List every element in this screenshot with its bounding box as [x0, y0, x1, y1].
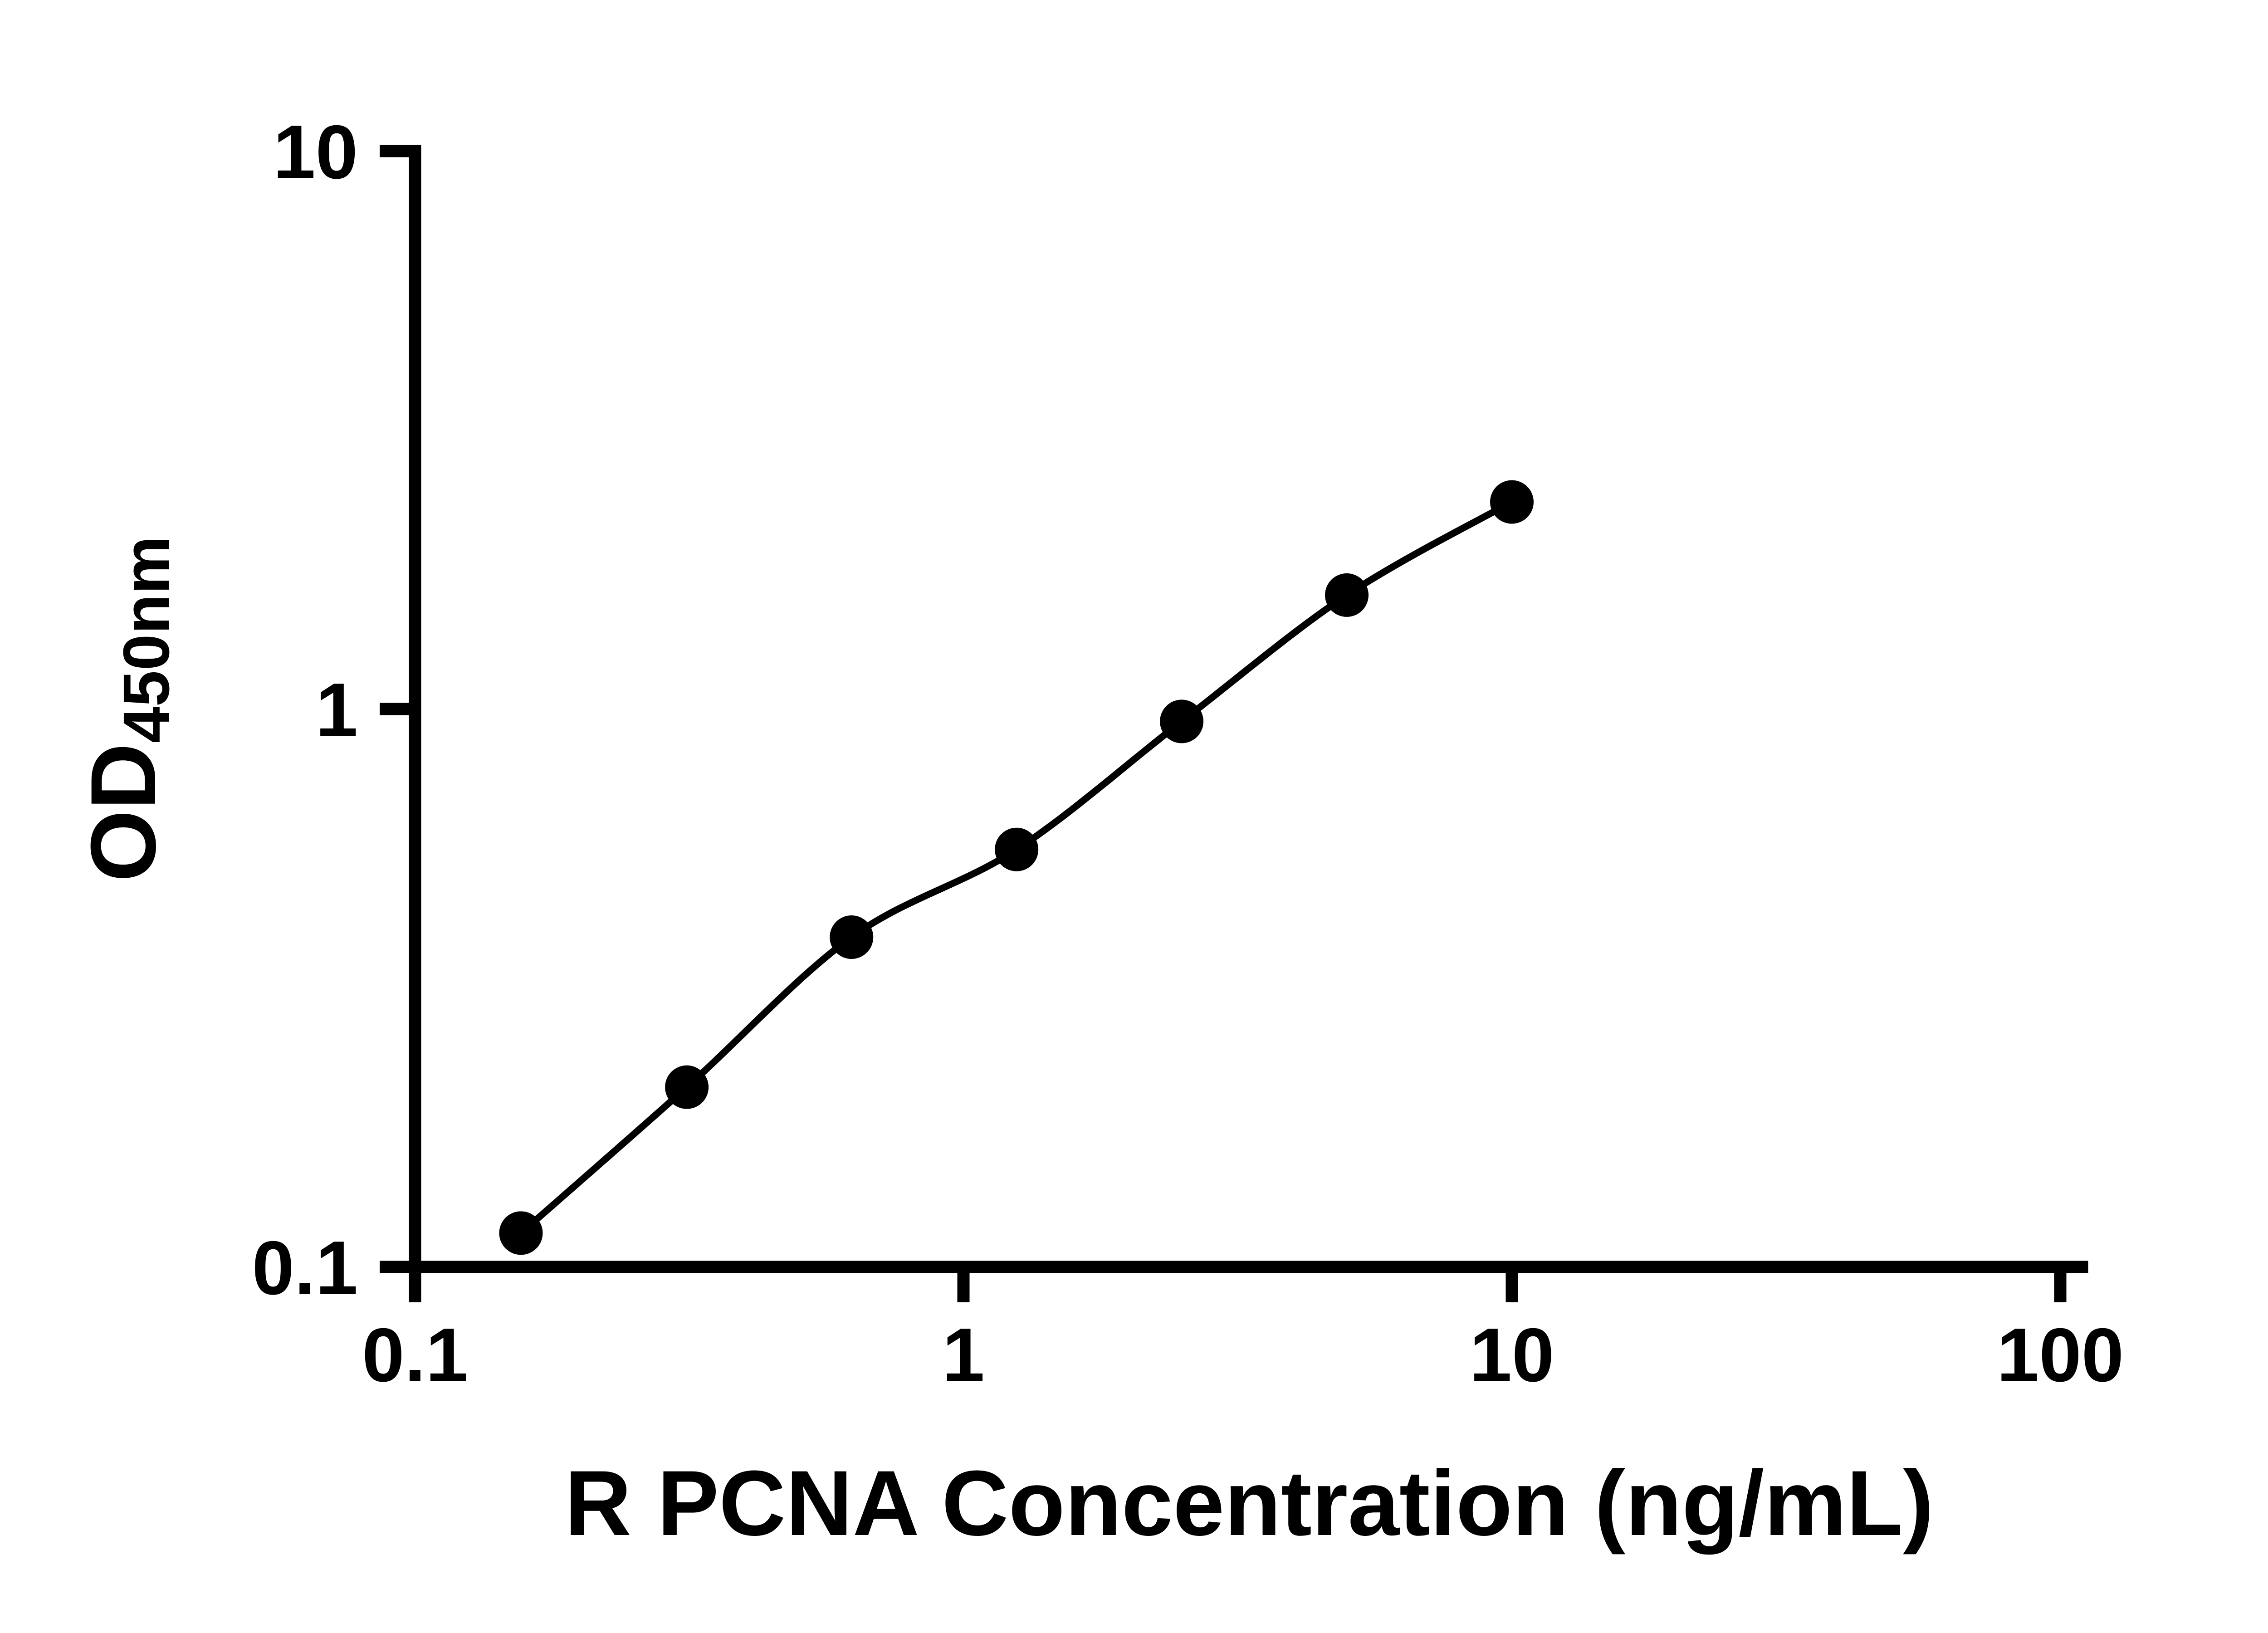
- y-tick-label: 1: [316, 667, 358, 753]
- y-axis-title-sub: 450nm: [110, 536, 183, 743]
- y-tick-label: 0.1: [252, 1225, 358, 1310]
- data-point: [830, 915, 874, 959]
- axes-frame: [409, 145, 2088, 1273]
- data-point: [665, 1065, 709, 1109]
- x-tick-label: 100: [1997, 1312, 2124, 1398]
- x-tick-label: 0.1: [362, 1312, 468, 1398]
- x-axis-title: R PCNA Concentration (ng/mL): [565, 1452, 1934, 1555]
- data-point: [1325, 573, 1369, 617]
- data-point: [995, 827, 1039, 871]
- data-point: [1160, 699, 1204, 743]
- y-axis-title: OD450nm: [72, 536, 183, 882]
- y-axis-title-main: OD: [72, 743, 175, 882]
- x-tick-label: 1: [942, 1312, 984, 1398]
- plot-layer: 0.1 1 10 100 0.1 1 10: [252, 109, 2124, 1398]
- x-tick-label: 10: [1470, 1312, 1554, 1398]
- y-tick-label: 10: [273, 109, 358, 195]
- data-point: [1490, 480, 1534, 524]
- data-point: [499, 1211, 543, 1255]
